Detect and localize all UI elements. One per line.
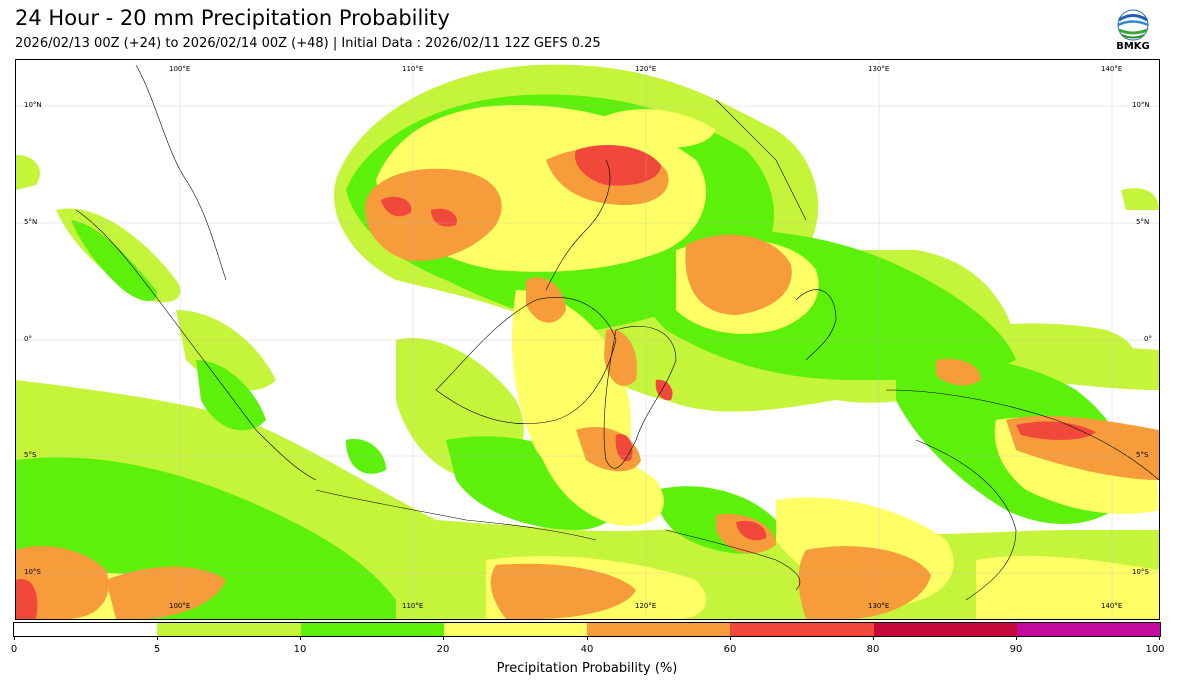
colorbar-tick-label-80: 80 xyxy=(866,644,880,655)
lon-label-130e-top: 130°E xyxy=(868,65,890,73)
lat-label-10s-right: 10°S xyxy=(1132,568,1149,576)
lon-label-100e-bottom: 100°E xyxy=(169,602,191,610)
colorbar-tick-label-90: 90 xyxy=(1009,644,1023,655)
lat-label-5s-right: 5°S xyxy=(1136,451,1149,459)
lon-label-130e-bottom: 130°E xyxy=(868,602,890,610)
lon-label-100e-top: 100°E xyxy=(169,65,191,73)
colorbar-tick-label-60: 60 xyxy=(723,644,737,655)
colorbar-tick xyxy=(873,636,874,640)
colorbar-tick xyxy=(157,636,158,640)
lat-label-10n-right: 10°N xyxy=(1132,101,1150,109)
lon-label-140e-top: 140°E xyxy=(1101,65,1123,73)
colorbar-tick xyxy=(1159,636,1160,640)
colorbar xyxy=(13,622,1161,637)
colorbar-title: Precipitation Probability (%) xyxy=(496,661,678,676)
lat-label-0-left: 0° xyxy=(24,335,32,343)
colorbar-tick xyxy=(300,636,301,640)
colorbar-tick-label-20: 20 xyxy=(436,644,450,655)
lat-label-5s-left: 5°S xyxy=(24,451,37,459)
colorbar-tick xyxy=(730,636,731,640)
colorbar-segment-20-40 xyxy=(443,623,587,636)
lat-label-5n-right: 5°N xyxy=(1136,218,1150,226)
map-title: 24 Hour - 20 mm Precipitation Probabilit… xyxy=(15,6,450,30)
colorbar-segment-5-10 xyxy=(157,623,301,636)
colorbar-tick xyxy=(1016,636,1017,640)
lon-label-140e-bottom: 140°E xyxy=(1101,602,1123,610)
colorbar-tick-label-0: 0 xyxy=(10,644,18,655)
colorbar-tick-label-100: 100 xyxy=(1145,644,1165,655)
colorbar-tick-label-40: 40 xyxy=(580,644,594,655)
colorbar-segment-90-100 xyxy=(1016,623,1160,636)
colorbar-tick-label-5: 5 xyxy=(153,644,161,655)
probability-40-60-regions xyxy=(16,147,1159,619)
colorbar-tick xyxy=(14,636,15,640)
colorbar-segment-0-5 xyxy=(14,623,158,636)
bmkg-logo-text: BMKG xyxy=(1116,41,1150,52)
colorbar-tick xyxy=(587,636,588,640)
lat-label-5n-left: 5°N xyxy=(24,218,38,226)
lon-label-110e-bottom: 110°E xyxy=(402,602,424,610)
gridlines xyxy=(16,60,1159,619)
precipitation-field xyxy=(16,60,1159,619)
lat-label-0-right: 0° xyxy=(1144,335,1152,343)
colorbar-tick-label-10: 10 xyxy=(293,644,307,655)
lon-label-120e-bottom: 120°E xyxy=(635,602,657,610)
probability-60-80-regions xyxy=(16,145,1096,619)
lon-label-120e-top: 120°E xyxy=(635,65,657,73)
colorbar-segment-60-80 xyxy=(730,623,874,636)
colorbar-segment-40-60 xyxy=(587,623,731,636)
colorbar-segment-80-90 xyxy=(873,623,1017,636)
map-subtitle: 2026/02/13 00Z (+24) to 2026/02/14 00Z (… xyxy=(15,36,601,51)
lat-label-10n-left: 10°N xyxy=(24,101,42,109)
coastlines xyxy=(75,64,1159,601)
colorbar-tick xyxy=(443,636,444,640)
precipitation-map: 100°E 110°E 120°E 130°E 140°E 100°E 110°… xyxy=(15,59,1160,620)
lon-label-110e-top: 110°E xyxy=(402,65,424,73)
bmkg-logo xyxy=(1117,9,1149,41)
lat-label-10s-left: 10°S xyxy=(24,568,41,576)
colorbar-segment-10-20 xyxy=(300,623,444,636)
